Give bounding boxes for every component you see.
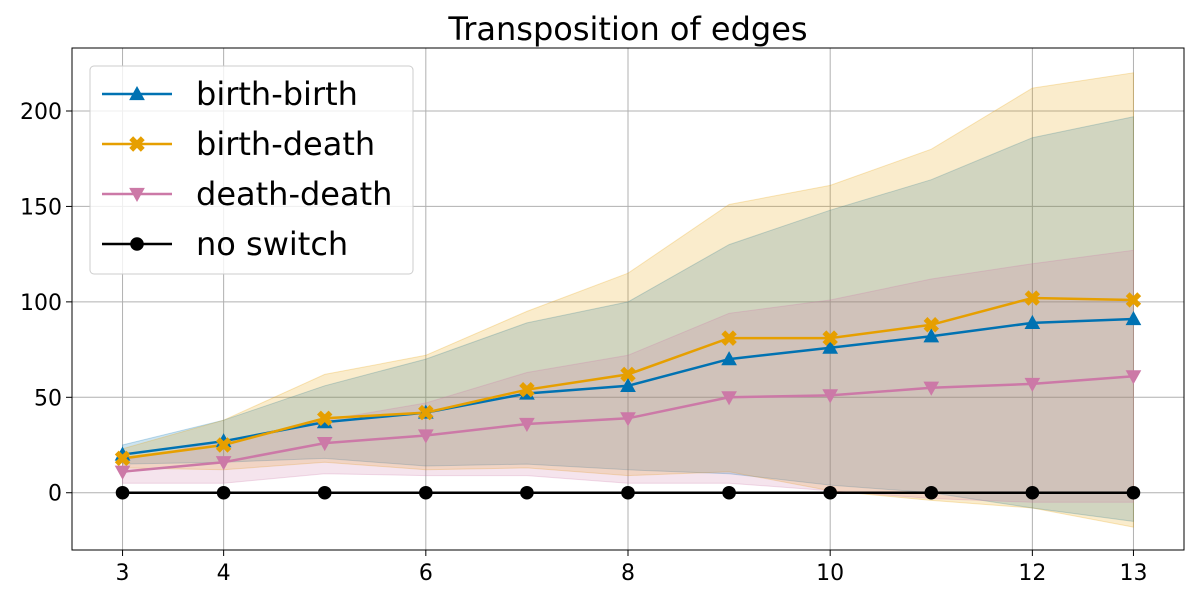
chart-title: Transposition of edges [447, 10, 807, 48]
data-point-birth-death [215, 437, 232, 453]
data-point-birth-death [822, 330, 838, 346]
legend-marker-birth-birth [129, 85, 145, 101]
data-point-no-switch [1126, 485, 1141, 500]
data-point-birth-birth [1024, 314, 1041, 329]
legend-label-birth-birth: birth-birth [196, 75, 358, 113]
data-point-no-switch [621, 485, 635, 500]
data-point-birth-death [418, 404, 434, 421]
y-tick-label: 0 [48, 482, 62, 507]
data-point-death-death [114, 465, 131, 480]
data-point-no-switch [823, 485, 837, 500]
y-tick-label: 100 [20, 291, 62, 316]
legend-marker-birth-death [129, 136, 145, 152]
data-point-no-switch [216, 485, 231, 500]
x-tick-label: 8 [621, 561, 635, 586]
data-point-death-death [721, 391, 737, 406]
data-point-no-switch [1025, 485, 1040, 500]
data-point-death-death [316, 437, 333, 452]
y-axis-ticks: 0 50 100 150 200 [20, 100, 72, 507]
x-tick-label: 3 [116, 561, 130, 586]
x-tick-label: 13 [1119, 561, 1147, 586]
data-point-death-death [1024, 377, 1041, 392]
data-point-no-switch [722, 485, 736, 500]
data-point-no-switch [520, 485, 534, 500]
data-point-birth-death [114, 450, 131, 467]
data-point-birth-birth [721, 351, 737, 366]
data-point-no-switch [115, 485, 130, 500]
legend: birth-birth birth-death death-death no swit… [89, 65, 414, 275]
data-point-death-death [923, 381, 940, 396]
x-tick-label: 6 [419, 561, 433, 586]
data-point-death-death [519, 417, 535, 433]
data-point-birth-birth [822, 339, 839, 354]
data-point-death-death [822, 389, 839, 404]
data-point-death-death [417, 429, 434, 444]
legend-label-death-death: death-death [196, 175, 392, 213]
data-point-birth-death [923, 317, 939, 333]
data-point-birth-birth [1125, 311, 1142, 326]
legend-label-no-switch: no switch [196, 225, 348, 263]
x-axis-ticks: 3 4 6 8 10 12 13 [116, 550, 1147, 586]
data-point-birth-death [519, 381, 535, 398]
data-point-birth-death [1024, 290, 1041, 306]
band-birth-birth [122, 116, 1134, 522]
x-tick-label: 4 [217, 561, 231, 586]
legend-marker-no-switch [130, 237, 144, 251]
band-birth-death [122, 72, 1134, 528]
legend-box [89, 65, 414, 275]
data-point-birth-death [317, 410, 333, 427]
data-point-death-death [620, 412, 636, 427]
data-point-birth-birth [923, 328, 940, 343]
data-point-birth-death [1125, 292, 1142, 308]
data-point-no-switch [419, 485, 433, 500]
data-point-birth-death [721, 330, 737, 346]
data-point-birth-death [620, 366, 636, 383]
data-point-no-switch [924, 485, 939, 500]
data-point-death-death [215, 456, 232, 471]
legend-label-birth-death: birth-death [196, 125, 375, 163]
data-point-death-death [1125, 370, 1142, 385]
data-point-no-switch [317, 485, 332, 500]
series-markers [114, 290, 1142, 500]
legend-marker-death-death [129, 187, 145, 203]
y-tick-label: 200 [20, 100, 62, 125]
data-point-birth-birth [620, 377, 636, 392]
y-tick-label: 150 [20, 195, 62, 220]
x-tick-label: 10 [816, 561, 844, 586]
y-tick-label: 50 [34, 386, 62, 411]
x-tick-label: 12 [1018, 561, 1046, 586]
